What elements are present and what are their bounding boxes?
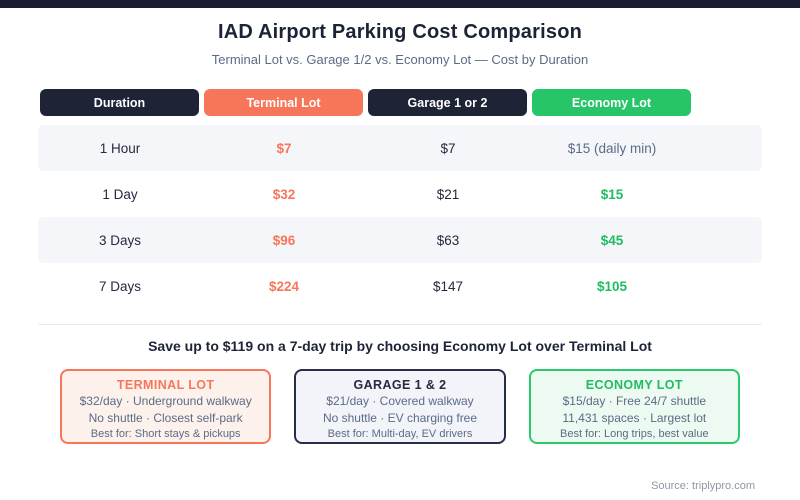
page-title: IAD Airport Parking Cost Comparison xyxy=(217,21,583,43)
economy-cost-cell: $15 xyxy=(600,186,624,202)
terminal-lot-card: TERMINAL LOT $32/day · Underground walkw… xyxy=(60,369,272,444)
duration-cell: 1 Day xyxy=(102,186,138,202)
garage-cost-cell: $21 xyxy=(436,186,460,202)
card-detail-line: 11,431 spaces · Largest lot xyxy=(562,411,707,425)
table-row: 1 Hour $7 $7 $15 (daily min) xyxy=(38,125,762,171)
card-detail-line: No shuttle · EV charging free xyxy=(322,411,478,425)
top-accent-bar xyxy=(0,0,800,8)
column-header-garage: Garage 1 or 2 xyxy=(368,89,527,116)
garage-cost-cell: $63 xyxy=(436,232,460,248)
section-divider xyxy=(38,324,762,325)
card-detail-line: $15/day · Free 24/7 shuttle xyxy=(562,394,707,408)
card-detail-line: $32/day · Underground walkway xyxy=(79,394,252,408)
garage-cost-cell: $147 xyxy=(432,278,464,294)
duration-cell: 7 Days xyxy=(98,278,142,294)
card-title: TERMINAL LOT xyxy=(116,378,215,392)
economy-cost-cell: $105 xyxy=(596,278,628,294)
column-header-duration: Duration xyxy=(40,89,199,116)
table-row: 7 Days $224 $147 $105 xyxy=(38,263,762,309)
terminal-cost-cell: $224 xyxy=(268,278,300,294)
page-subtitle: Terminal Lot vs. Garage 1/2 vs. Economy … xyxy=(211,52,589,67)
economy-lot-card: ECONOMY LOT $15/day · Free 24/7 shuttle … xyxy=(528,369,740,444)
comparison-table: 1 Hour $7 $7 $15 (daily min) 1 Day $32 $… xyxy=(38,125,762,309)
source-attribution: Source: triplypro.com xyxy=(651,480,755,492)
duration-cell: 3 Days xyxy=(98,232,142,248)
savings-callout: Save up to $119 on a 7-day trip by choos… xyxy=(148,338,652,354)
terminal-cost-cell: $96 xyxy=(272,232,296,248)
table-header-row: Duration Terminal Lot Garage 1 or 2 Econ… xyxy=(40,89,800,116)
card-best-for-line: Best for: Short stays & pickups xyxy=(90,428,241,440)
card-best-for-line: Best for: Long trips, best value xyxy=(560,428,709,440)
economy-cost-cell: $15 (daily min) xyxy=(567,140,657,156)
card-title: GARAGE 1 & 2 xyxy=(353,378,447,392)
garage-cost-cell: $7 xyxy=(440,140,456,156)
card-detail-line: $21/day · Covered walkway xyxy=(326,394,474,408)
table-row: 3 Days $96 $63 $45 xyxy=(38,217,762,263)
duration-cell: 1 Hour xyxy=(99,140,141,156)
card-detail-line: No shuttle · Closest self-park xyxy=(88,411,243,425)
terminal-cost-cell: $7 xyxy=(276,140,292,156)
card-title: ECONOMY LOT xyxy=(585,378,683,392)
economy-cost-cell: $45 xyxy=(600,232,624,248)
lot-summary-cards: TERMINAL LOT $32/day · Underground walkw… xyxy=(60,369,740,444)
table-row: 1 Day $32 $21 $15 xyxy=(38,171,762,217)
column-header-economy-lot: Economy Lot xyxy=(532,89,691,116)
terminal-cost-cell: $32 xyxy=(272,186,296,202)
card-best-for-line: Best for: Multi-day, EV drivers xyxy=(327,428,473,440)
column-header-terminal-lot: Terminal Lot xyxy=(204,89,363,116)
garage-card: GARAGE 1 & 2 $21/day · Covered walkway N… xyxy=(294,369,506,444)
